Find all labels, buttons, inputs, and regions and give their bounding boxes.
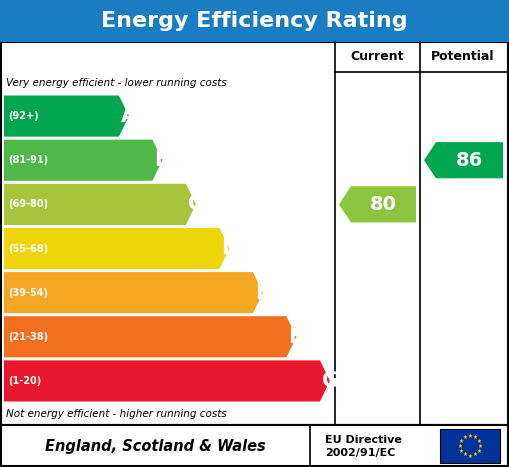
Text: B: B bbox=[154, 150, 171, 170]
Polygon shape bbox=[4, 140, 162, 181]
Text: 80: 80 bbox=[370, 195, 397, 214]
Text: (69-80): (69-80) bbox=[8, 199, 48, 209]
Text: ★: ★ bbox=[459, 448, 464, 453]
Text: ★: ★ bbox=[468, 433, 472, 439]
Text: England, Scotland & Wales: England, Scotland & Wales bbox=[45, 439, 265, 453]
Text: E: E bbox=[255, 283, 269, 303]
Polygon shape bbox=[4, 184, 196, 225]
Text: D: D bbox=[221, 239, 239, 259]
Text: 2002/91/EC: 2002/91/EC bbox=[325, 448, 395, 458]
Text: (1-20): (1-20) bbox=[8, 376, 41, 386]
Text: Potential: Potential bbox=[431, 50, 495, 64]
Text: (55-68): (55-68) bbox=[8, 243, 48, 254]
Bar bbox=[1, 42, 508, 425]
Text: (39-54): (39-54) bbox=[8, 288, 48, 297]
Polygon shape bbox=[424, 142, 503, 178]
Bar bbox=[1, 425, 508, 466]
Text: 86: 86 bbox=[456, 151, 483, 170]
Text: G: G bbox=[322, 371, 339, 391]
Text: ★: ★ bbox=[477, 444, 483, 448]
Polygon shape bbox=[4, 228, 230, 269]
Text: (92+): (92+) bbox=[8, 111, 39, 121]
Text: C: C bbox=[188, 194, 203, 214]
Text: (81-91): (81-91) bbox=[8, 155, 48, 165]
Text: A: A bbox=[121, 106, 137, 126]
Text: Current: Current bbox=[351, 50, 404, 64]
Text: Energy Efficiency Rating: Energy Efficiency Rating bbox=[101, 11, 408, 31]
Text: ★: ★ bbox=[472, 435, 477, 440]
Polygon shape bbox=[339, 186, 416, 222]
Text: EU Directive: EU Directive bbox=[325, 435, 402, 445]
Polygon shape bbox=[4, 95, 129, 137]
Text: ★: ★ bbox=[476, 448, 481, 453]
Text: ★: ★ bbox=[463, 435, 467, 440]
Text: ★: ★ bbox=[468, 453, 472, 459]
Polygon shape bbox=[4, 361, 330, 402]
Text: F: F bbox=[289, 327, 303, 347]
Text: ★: ★ bbox=[476, 439, 481, 444]
Text: ★: ★ bbox=[458, 444, 463, 448]
Text: (21-38): (21-38) bbox=[8, 332, 48, 342]
Text: Not energy efficient - higher running costs: Not energy efficient - higher running co… bbox=[6, 409, 227, 419]
Text: ★: ★ bbox=[463, 452, 467, 457]
Text: Very energy efficient - lower running costs: Very energy efficient - lower running co… bbox=[6, 78, 227, 88]
Bar bbox=[440, 429, 500, 463]
Polygon shape bbox=[4, 316, 296, 357]
Text: ★: ★ bbox=[459, 439, 464, 444]
Polygon shape bbox=[4, 272, 263, 313]
Text: ★: ★ bbox=[472, 452, 477, 457]
Bar bbox=[0, 0, 509, 42]
